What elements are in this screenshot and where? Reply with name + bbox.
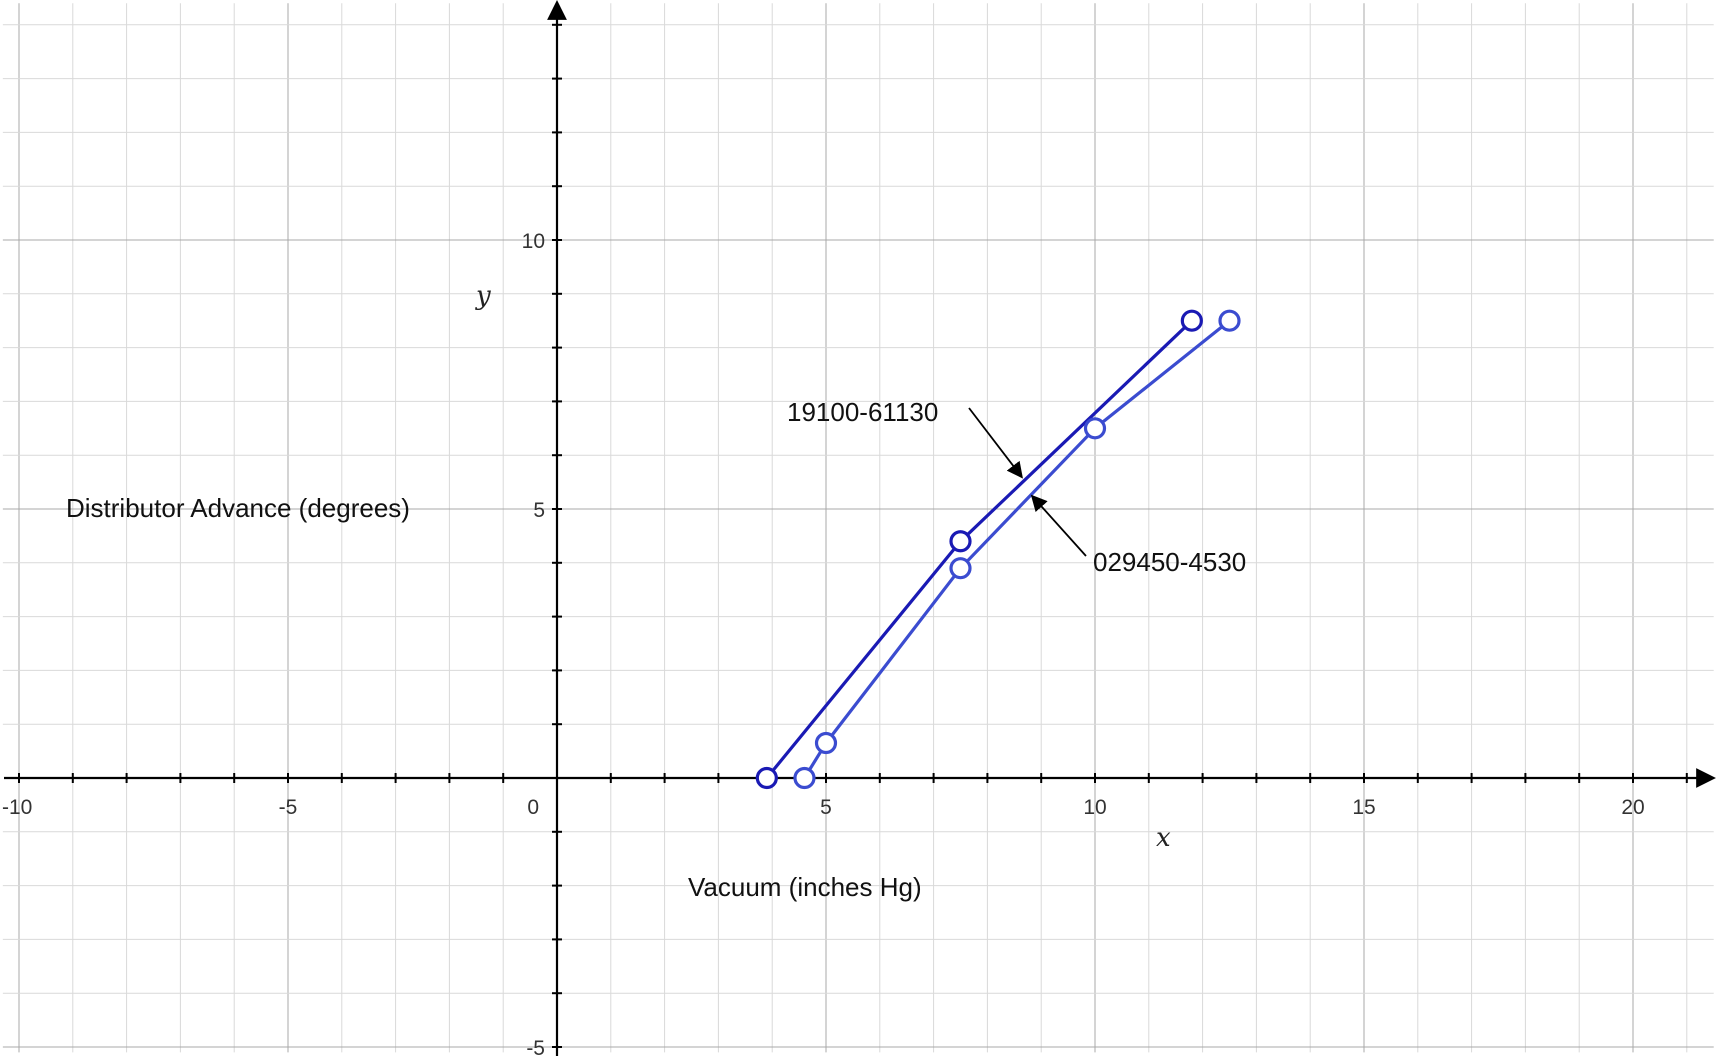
data-point — [793, 766, 816, 790]
data-point — [1218, 309, 1241, 332]
data-point — [755, 766, 778, 790]
x-tick-label: 0 — [527, 796, 539, 819]
x-tick-label: 15 — [1352, 796, 1375, 819]
y-axis-description: Distributor Advance (degrees) — [66, 493, 410, 523]
axis-ticks: -10 -5 0 5 10 15 20 -5 5 10 — [2, 23, 1688, 1060]
series-029450-4530 — [793, 309, 1241, 790]
y-tick-label: 5 — [533, 499, 545, 522]
y-tick-label: 10 — [522, 230, 545, 253]
x-tick-label: 20 — [1621, 796, 1644, 819]
x-axis-variable: x — [1156, 823, 1171, 853]
series-leader-19100-61130 — [968, 407, 1023, 479]
data-point — [949, 557, 972, 580]
data-point — [1083, 417, 1107, 440]
x-tick-label: 10 — [1083, 796, 1106, 819]
x-tick-label: -5 — [279, 796, 298, 819]
x-tick-label: 5 — [820, 796, 832, 819]
series-label-19100-61130: 19100-61130 — [787, 397, 938, 427]
data-point — [814, 731, 838, 755]
series-19100-61130 — [755, 309, 1203, 790]
y-tick-label: -5 — [526, 1037, 545, 1060]
series-label-029450-4530: 029450-4530 — [1093, 547, 1246, 577]
grid — [2, 3, 1714, 1053]
x-tick-label: -10 — [2, 796, 32, 819]
series-leader-029450-4530 — [1030, 494, 1087, 557]
data-point — [1180, 309, 1203, 332]
x-axis-description: Vacuum (inches Hg) — [688, 872, 922, 902]
y-axis-variable: y — [475, 281, 491, 311]
data-point — [949, 530, 972, 553]
series — [755, 309, 1241, 790]
